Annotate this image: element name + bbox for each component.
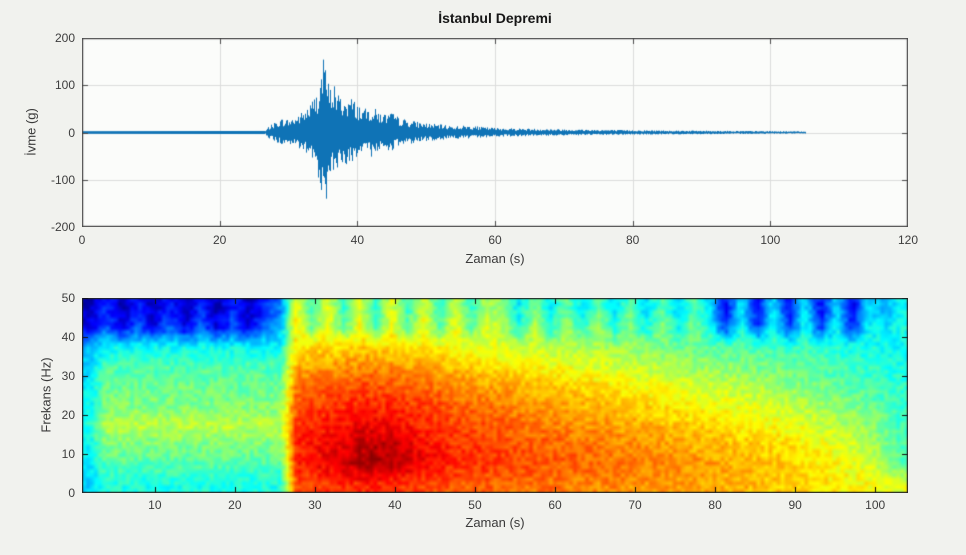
plot-title: İstanbul Depremi xyxy=(438,10,552,26)
x-tick-label: 50 xyxy=(468,498,482,512)
y-axis-label-acceleration: İvme (g) xyxy=(23,108,39,156)
y-tick-label: -200 xyxy=(50,220,75,234)
x-tick-label: 40 xyxy=(350,233,365,247)
y-tick-label: 0 xyxy=(68,125,75,140)
x-tick-label: 80 xyxy=(625,233,640,247)
x-axis-label-time-bottom: Zaman (s) xyxy=(465,515,525,530)
x-tick-label: 20 xyxy=(228,498,242,512)
x-tick-label: 120 xyxy=(897,233,919,247)
x-tick-label: 60 xyxy=(488,233,502,247)
x-tick-label: 80 xyxy=(708,498,722,512)
x-tick-label: 100 xyxy=(760,233,781,247)
y-axis-label-frequency: Frekans (Hz) xyxy=(38,357,54,433)
y-tick-label: 0 xyxy=(68,486,75,500)
x-tick-label: 10 xyxy=(148,498,162,512)
y-tick-label: 40 xyxy=(61,330,75,344)
x-tick-label: 90 xyxy=(788,498,802,512)
x-tick-label: 70 xyxy=(628,498,642,512)
seismogram-plot-area xyxy=(82,38,908,227)
y-tick-label: 10 xyxy=(61,447,75,461)
y-tick-label: -100 xyxy=(50,172,75,187)
x-tick-label: 30 xyxy=(308,498,322,512)
y-tick-label: 200 xyxy=(54,31,75,45)
spectrogram-plot-area xyxy=(82,298,908,493)
x-tick-label: 40 xyxy=(388,498,402,512)
x-tick-label: 20 xyxy=(212,233,227,247)
y-tick-label: 30 xyxy=(61,369,75,383)
y-tick-label: 100 xyxy=(54,78,75,93)
x-tick-label: 0 xyxy=(78,233,86,247)
y-tick-label: 50 xyxy=(61,291,75,305)
x-tick-label: 60 xyxy=(548,498,562,512)
x-tick-label: 100 xyxy=(865,498,886,512)
y-tick-label: 20 xyxy=(61,408,75,422)
x-axis-label-time-top: Zaman (s) xyxy=(465,251,525,266)
